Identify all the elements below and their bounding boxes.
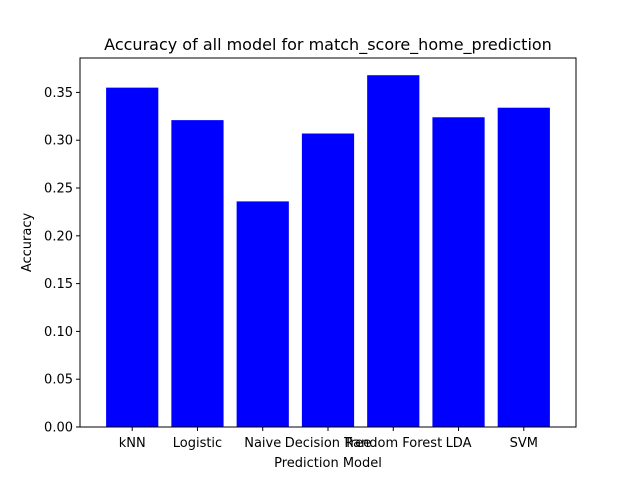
y-tick-label: 0.10 (44, 325, 73, 340)
x-tick-label-logistic: Logistic (173, 436, 222, 451)
x-tick-label-knn: kNN (119, 436, 146, 451)
x-axis-label: Prediction Model (274, 456, 382, 471)
bar-logistic (171, 120, 224, 428)
bar-naive (236, 201, 289, 427)
y-tick-label: 0.35 (44, 86, 73, 101)
chart-title: Accuracy of all model for match_score_ho… (104, 35, 552, 55)
x-tick-label-svm: SVM (510, 436, 538, 451)
y-axis-ticks: 0.00 0.05 0.10 0.15 0.20 0.25 0.30 0.35 (44, 86, 80, 436)
y-tick-label: 0.25 (44, 182, 73, 197)
x-tick-label-decision-tree: Decision Tree (285, 436, 372, 451)
x-tick-label-naive: Naive (244, 436, 281, 451)
bars-group (106, 75, 550, 428)
bar-knn (106, 87, 159, 428)
x-tick-label-random-forest: Random Forest (344, 436, 442, 451)
x-tick-label-lda: LDA (446, 436, 472, 451)
bar-svm (497, 107, 550, 428)
y-tick-label: 0.00 (44, 421, 73, 436)
y-tick-label: 0.15 (44, 277, 73, 292)
bar-decision-tree (301, 133, 355, 427)
y-tick-label: 0.20 (44, 229, 73, 244)
y-axis-label: Accuracy (20, 213, 35, 273)
plot-frame (79, 57, 577, 428)
bar-lda (432, 117, 485, 427)
bar-random-forest (367, 75, 420, 428)
y-tick-label: 0.30 (44, 134, 73, 149)
y-tick-label: 0.05 (44, 373, 73, 388)
